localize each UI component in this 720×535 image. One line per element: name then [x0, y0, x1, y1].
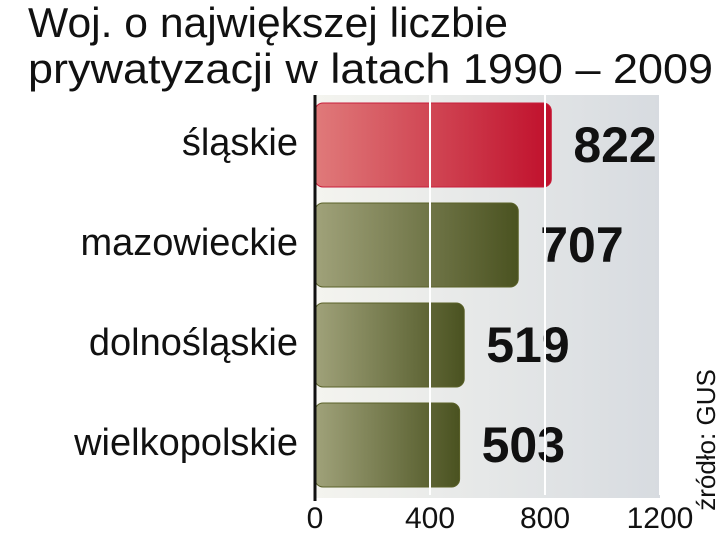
- x-tick-label: 400: [405, 502, 455, 535]
- chart-title: Woj. o największej liczbie: [28, 0, 508, 46]
- bar: [314, 302, 465, 388]
- x-tick-label: 800: [520, 502, 570, 535]
- value-label: 503: [482, 417, 565, 473]
- value-label: 822: [573, 117, 656, 173]
- value-label: 707: [540, 217, 623, 273]
- x-tick-label: 1200: [627, 502, 694, 535]
- bar: [314, 402, 461, 488]
- bar: [314, 202, 519, 288]
- y-tick-label: wielkopolskie: [73, 422, 298, 464]
- x-tick-label: 0: [307, 502, 324, 535]
- bar: [314, 102, 552, 188]
- y-tick-label: śląskie: [182, 122, 298, 164]
- y-tick-label: mazowieckie: [80, 222, 298, 264]
- source: źródło: GUS: [691, 369, 720, 511]
- value-label: 519: [486, 317, 569, 373]
- chart-title: prywatyzacji w latach 1990 – 2009: [28, 45, 713, 92]
- y-tick-label: dolnośląskie: [89, 322, 298, 364]
